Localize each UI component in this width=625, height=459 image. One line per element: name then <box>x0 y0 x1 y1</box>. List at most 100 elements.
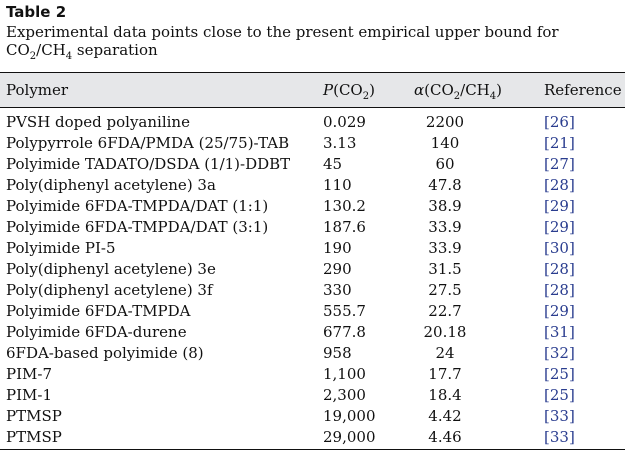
permeability-cell: 110 <box>323 176 352 194</box>
reference-link[interactable]: [32] <box>544 344 575 362</box>
permeability-cell: 958 <box>323 344 352 362</box>
reference-link[interactable]: [28] <box>544 176 575 194</box>
selectivity-cell: 60 <box>435 155 455 173</box>
permeability-cell: 290 <box>323 260 352 278</box>
reference-link[interactable]: [29] <box>544 302 575 320</box>
selectivity-cell: 24 <box>435 344 455 362</box>
header-alpha-sub-2: 4 <box>489 91 497 102</box>
reference-link[interactable]: [28] <box>544 281 575 299</box>
reference-link[interactable]: [28] <box>544 260 575 278</box>
caption-text-1: Experimental data points close to the pr… <box>6 23 559 59</box>
permeability-cell: 555.7 <box>323 302 366 320</box>
polymer-cell: Poly(diphenyl acetylene) 3a <box>6 176 216 194</box>
permeability-cell: 29,000 <box>323 428 376 446</box>
reference-link[interactable]: [21] <box>544 134 575 152</box>
reference-link[interactable]: [25] <box>544 365 575 383</box>
table-row: PVSH doped polyaniline 0.029 2200 [26] <box>0 112 625 133</box>
permeability-cell: 187.6 <box>323 218 366 236</box>
selectivity-cell: 27.5 <box>428 281 462 299</box>
top-rule <box>0 72 625 73</box>
header-alpha-open: (CO <box>424 81 454 99</box>
polymer-cell: Polyimide 6FDA-TMPDA <box>6 302 191 320</box>
header-alpha-symbol: α <box>414 81 425 99</box>
header-p-symbol: P <box>323 81 334 99</box>
table-row: Polyimide TADATO/DSDA (1/1)-DDBT 45 60 [27] <box>0 154 625 175</box>
polymer-cell: 6FDA-based polyimide (8) <box>6 344 204 362</box>
table-row: Polyimide PI-5 190 33.9 [30] <box>0 238 625 259</box>
selectivity-cell: 17.7 <box>428 365 462 383</box>
caption-sub-2: 4 <box>65 51 73 62</box>
polymer-cell: Polyimide TADATO/DSDA (1/1)-DDBT <box>6 155 291 173</box>
polymer-cell: PVSH doped polyaniline <box>6 113 190 131</box>
table-row: PIM-7 1,100 17.7 [25] <box>0 364 625 385</box>
permeability-cell: 2,300 <box>323 386 366 404</box>
header-alpha-close: ) <box>496 81 503 99</box>
header-reference: Reference <box>544 81 622 99</box>
header-alpha-mid: /CH <box>460 81 490 99</box>
table-row: Poly(diphenyl acetylene) 3a 110 47.8 [28] <box>0 175 625 196</box>
polymer-cell: Polyimide 6FDA-TMPDA/DAT (1:1) <box>6 197 269 215</box>
permeability-cell: 130.2 <box>323 197 366 215</box>
selectivity-cell: 47.8 <box>428 176 462 194</box>
reference-link[interactable]: [30] <box>544 239 575 257</box>
bottom-rule <box>0 449 625 450</box>
polymer-cell: PIM-1 <box>6 386 52 404</box>
permeability-cell: 0.029 <box>323 113 366 131</box>
polymer-cell: PIM-7 <box>6 365 52 383</box>
header-alpha-sub-1: 2 <box>453 91 461 102</box>
table-header-row: Polymer P(CO2) α(CO2/CH4) Reference <box>0 72 625 108</box>
polymer-cell: Polypyrrole 6FDA/PMDA (25/75)-TAB <box>6 134 290 152</box>
selectivity-cell: 22.7 <box>428 302 462 320</box>
table-row: PTMSP 29,000 4.46 [33] <box>0 427 625 448</box>
reference-link[interactable]: [27] <box>544 155 575 173</box>
permeability-cell: 3.13 <box>323 134 357 152</box>
table-caption: Experimental data points close to the pr… <box>6 23 618 62</box>
caption-text-3: separation <box>72 41 158 59</box>
polymer-cell: Poly(diphenyl acetylene) 3e <box>6 260 216 278</box>
table-row: Polypyrrole 6FDA/PMDA (25/75)-TAB 3.13 140… <box>0 133 625 154</box>
table-row: Polyimide 6FDA-durene 677.8 20.18 [31] <box>0 322 625 343</box>
header-polymer: Polymer <box>6 81 69 99</box>
reference-link[interactable]: [29] <box>544 197 575 215</box>
header-p-open: (CO <box>333 81 363 99</box>
caption-text-2: /CH <box>36 41 66 59</box>
polymer-cell: Polyimide 6FDA-durene <box>6 323 187 341</box>
reference-link[interactable]: [33] <box>544 428 575 446</box>
reference-link[interactable]: [25] <box>544 386 575 404</box>
permeability-cell: 677.8 <box>323 323 366 341</box>
header-p-sub: 2 <box>362 91 370 102</box>
table-row: PTMSP 19,000 4.42 [33] <box>0 406 625 427</box>
polymer-cell: PTMSP <box>6 407 62 425</box>
reference-link[interactable]: [29] <box>544 218 575 236</box>
polymer-cell: Polyimide 6FDA-TMPDA/DAT (3:1) <box>6 218 269 236</box>
selectivity-cell: 33.9 <box>428 239 462 257</box>
reference-link[interactable]: [31] <box>544 323 575 341</box>
polymer-cell: Poly(diphenyl acetylene) 3f <box>6 281 213 299</box>
selectivity-cell: 2200 <box>425 113 465 131</box>
permeability-cell: 19,000 <box>323 407 376 425</box>
permeability-cell: 330 <box>323 281 352 299</box>
header-permeability: P(CO2) <box>323 80 375 102</box>
table-row: Polyimide 6FDA-TMPDA/DAT (3:1) 187.6 33.9 [… <box>0 217 625 238</box>
selectivity-cell: 18.4 <box>428 386 462 404</box>
selectivity-cell: 38.9 <box>428 197 462 215</box>
selectivity-cell: 4.42 <box>428 407 462 425</box>
reference-link[interactable]: [26] <box>544 113 575 131</box>
permeability-cell: 45 <box>323 155 343 173</box>
selectivity-cell: 140 <box>430 134 460 152</box>
header-p-close: ) <box>369 81 375 99</box>
header-selectivity: α(CO2/CH4) <box>414 80 503 102</box>
permeability-cell: 190 <box>323 239 352 257</box>
selectivity-cell: 4.46 <box>428 428 462 446</box>
selectivity-cell: 33.9 <box>428 218 462 236</box>
polymer-cell: PTMSP <box>6 428 62 446</box>
polymer-cell: Polyimide PI-5 <box>6 239 116 257</box>
table-row: Polyimide 6FDA-TMPDA 555.7 22.7 [29] <box>0 301 625 322</box>
table-row: Poly(diphenyl acetylene) 3f 330 27.5 [28] <box>0 280 625 301</box>
table-body: PVSH doped polyaniline 0.029 2200 [26] Polyp… <box>0 112 625 448</box>
table-row: PIM-1 2,300 18.4 [25] <box>0 385 625 406</box>
selectivity-cell: 20.18 <box>423 323 467 341</box>
reference-link[interactable]: [33] <box>544 407 575 425</box>
table-row: Poly(diphenyl acetylene) 3e 290 31.5 [28] <box>0 259 625 280</box>
